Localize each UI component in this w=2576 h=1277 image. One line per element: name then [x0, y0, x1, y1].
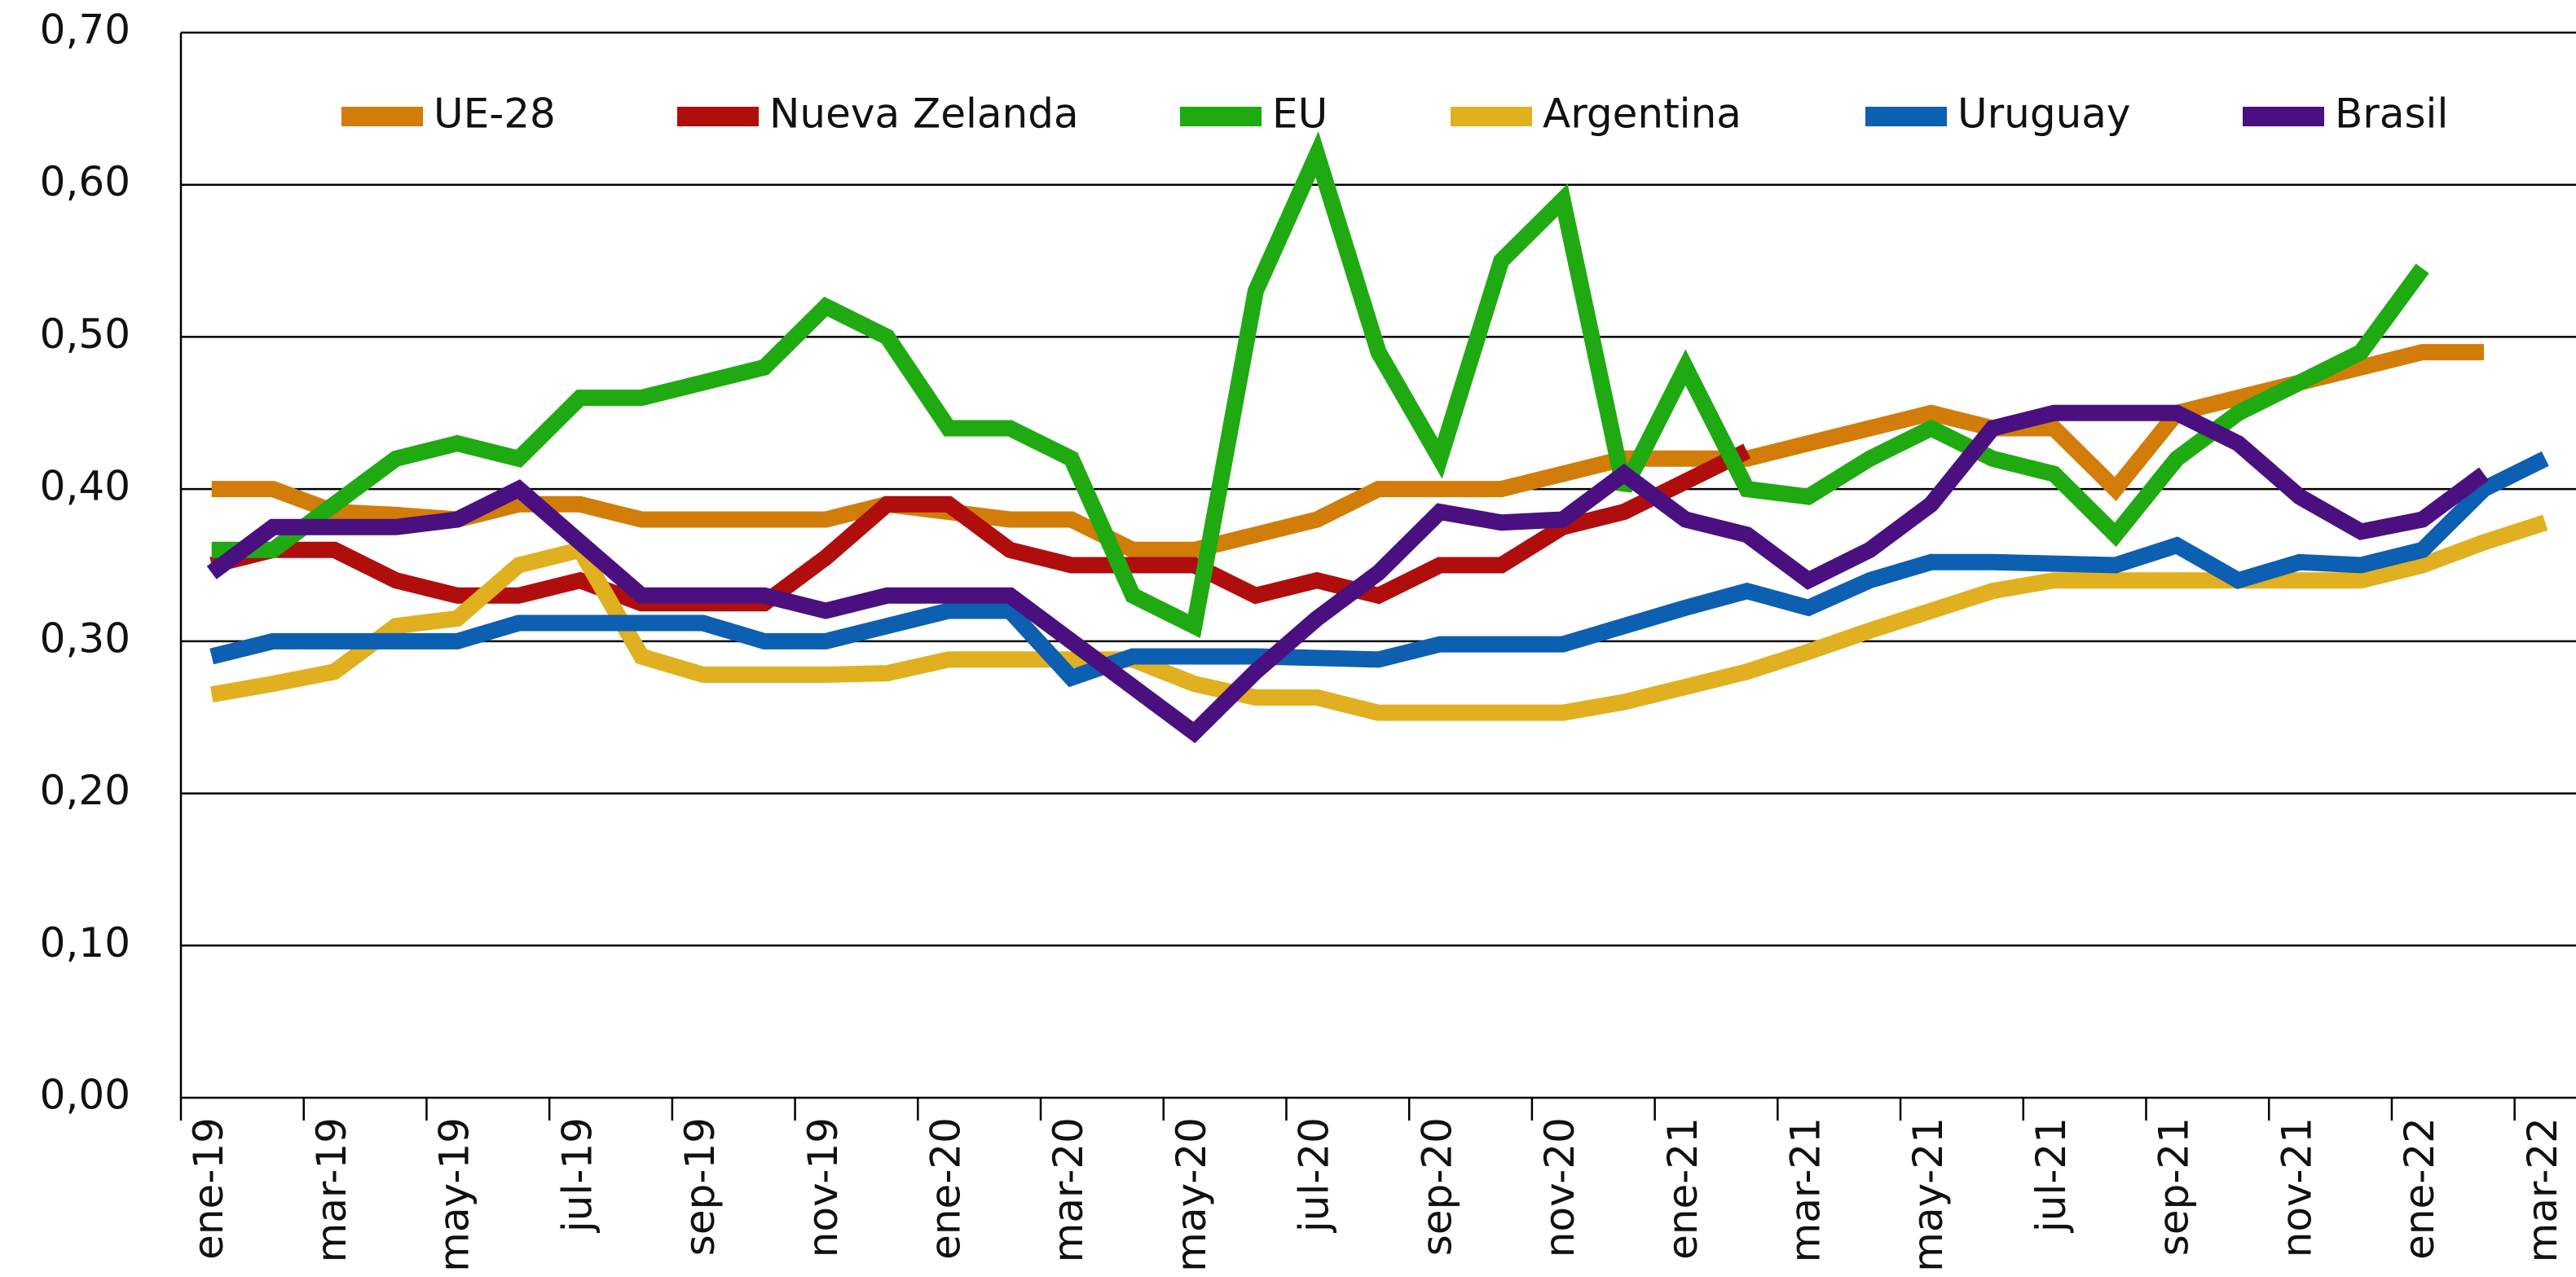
legend-swatch	[341, 107, 423, 126]
y-tick-label: 0,40	[40, 463, 130, 510]
legend-swatch	[1451, 107, 1532, 126]
x-tick-label: sep-19	[676, 1117, 724, 1256]
x-tick-label: mar-20	[1045, 1117, 1092, 1262]
y-tick-label: 0,50	[40, 310, 130, 358]
legend-label: Brasil	[2335, 90, 2448, 138]
x-tick-label: nov-21	[2273, 1117, 2320, 1257]
x-tick-label: mar-22	[2519, 1117, 2566, 1262]
y-tick-label: 0,70	[40, 7, 130, 54]
x-tick-label: sep-21	[2151, 1117, 2198, 1256]
x-tick-label: mar-19	[308, 1117, 355, 1262]
x-tick-label: nov-20	[1536, 1117, 1583, 1257]
legend-swatch	[677, 107, 759, 126]
x-tick-label: jul-21	[2028, 1117, 2075, 1233]
legend-label: EU	[1272, 90, 1328, 138]
x-tick-label: ene-20	[922, 1117, 969, 1260]
series-line	[206, 404, 2489, 744]
x-tick-label: ene-19	[185, 1117, 232, 1260]
legend-swatch	[1180, 107, 1262, 126]
x-tick-label: may-19	[431, 1117, 478, 1272]
series-line	[211, 344, 2484, 558]
y-tick-label: 0,20	[40, 767, 130, 814]
x-tick-label: ene-22	[2396, 1117, 2443, 1260]
y-tick-label: 0,30	[40, 614, 130, 662]
y-tick-label: 0,10	[40, 919, 130, 967]
x-tick-label: sep-20	[1413, 1117, 1460, 1256]
series-line	[209, 451, 2549, 688]
series-line	[209, 443, 1751, 612]
x-tick-label: jul-20	[1291, 1117, 1338, 1233]
legend-label: UE-28	[434, 90, 556, 138]
legend-label: Argentina	[1543, 90, 1742, 138]
legend-label: Uruguay	[1957, 90, 2131, 138]
x-tick-label: may-20	[1168, 1117, 1215, 1272]
x-tick-label: ene-21	[1659, 1117, 1706, 1260]
y-tick-label: 0,60	[40, 158, 130, 205]
series-line	[209, 514, 2548, 721]
x-tick-label: jul-19	[553, 1117, 601, 1233]
series-line	[211, 131, 2429, 639]
x-tick-label: mar-21	[1782, 1117, 1830, 1262]
legend-swatch	[2243, 107, 2324, 126]
y-tick-label: 0,00	[40, 1072, 130, 1119]
legend-label: Nueva Zelanda	[769, 90, 1079, 138]
legend-swatch	[1865, 107, 1947, 126]
x-tick-label: may-21	[1904, 1117, 1952, 1272]
x-tick-label: nov-19	[799, 1117, 847, 1257]
